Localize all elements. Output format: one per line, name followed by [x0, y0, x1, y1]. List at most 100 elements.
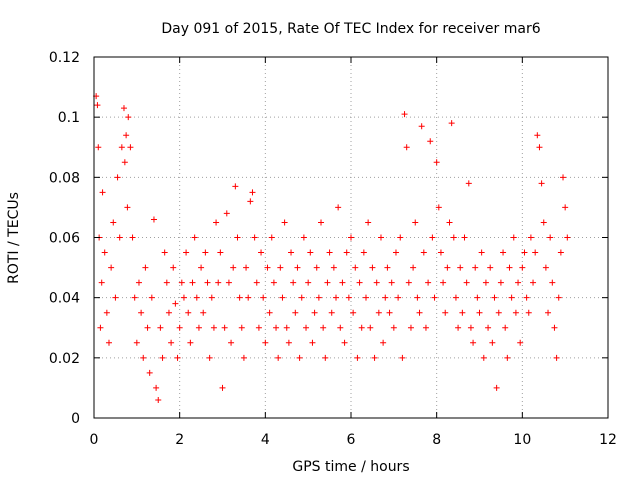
data-point [362, 294, 369, 301]
data-point [504, 354, 511, 361]
data-point [131, 294, 138, 301]
data-point [208, 294, 215, 301]
data-point [283, 324, 290, 331]
data-point [217, 249, 224, 256]
data-point [187, 339, 194, 346]
data-point [367, 324, 374, 331]
data-point [545, 309, 552, 316]
data-point [527, 234, 534, 241]
data-point [270, 279, 277, 286]
data-point [474, 294, 481, 301]
data-point [560, 174, 567, 181]
data-point [127, 144, 134, 151]
x-tick-label: 0 [90, 432, 99, 448]
data-point [292, 309, 299, 316]
data-point [392, 249, 399, 256]
y-tick-label: 0.02 [49, 351, 80, 367]
data-point [549, 279, 556, 286]
data-point [206, 354, 213, 361]
data-point [118, 144, 125, 151]
x-tick-label: 4 [261, 432, 270, 448]
data-point [98, 279, 105, 286]
data-point [422, 324, 429, 331]
data-point [294, 264, 301, 271]
data-point [260, 294, 267, 301]
data-point [146, 369, 153, 376]
data-point [431, 294, 438, 301]
data-point [388, 279, 395, 286]
data-point [380, 339, 387, 346]
data-point [157, 324, 164, 331]
data-point [204, 279, 211, 286]
data-point [497, 279, 504, 286]
data-point [281, 219, 288, 226]
data-point [307, 249, 314, 256]
data-point [97, 324, 104, 331]
data-point [491, 294, 498, 301]
data-point [382, 294, 389, 301]
y-tick-label: 0.12 [49, 50, 80, 66]
data-point [94, 102, 101, 109]
x-tick-label: 6 [347, 432, 356, 448]
data-point [232, 183, 239, 190]
data-point [320, 324, 327, 331]
data-point [461, 234, 468, 241]
y-tick-labels: 0 0.02 0.04 0.06 0.08 0.1 0.12 [49, 50, 80, 427]
data-point [542, 264, 549, 271]
data-point [243, 264, 250, 271]
data-point [315, 294, 322, 301]
data-point [121, 159, 128, 166]
data-point [489, 339, 496, 346]
data-point [163, 279, 170, 286]
data-point [395, 294, 402, 301]
data-point [296, 354, 303, 361]
data-point [472, 264, 479, 271]
data-point [225, 279, 232, 286]
data-point [240, 354, 247, 361]
data-point [390, 324, 397, 331]
data-point [350, 309, 357, 316]
x-axis-label: GPS time / hours [292, 459, 409, 475]
data-point [352, 264, 359, 271]
data-point [161, 249, 168, 256]
data-point [165, 309, 172, 316]
data-point [195, 324, 202, 331]
data-point [273, 324, 280, 331]
data-point [318, 219, 325, 226]
data-point [142, 264, 149, 271]
data-point [168, 339, 175, 346]
data-point [311, 309, 318, 316]
axis-ticks [93, 56, 609, 419]
data-point [455, 324, 462, 331]
data-point [442, 309, 449, 316]
data-point [112, 294, 119, 301]
data-point [337, 324, 344, 331]
data-point [534, 132, 541, 139]
data-point [170, 264, 177, 271]
data-point [275, 354, 282, 361]
data-point [99, 189, 106, 196]
data-point [341, 339, 348, 346]
data-point [399, 354, 406, 361]
data-point [547, 234, 554, 241]
data-point [536, 144, 543, 151]
data-point [373, 279, 380, 286]
data-point [348, 234, 354, 241]
data-point [500, 249, 507, 256]
x-tick-label: 2 [175, 432, 184, 448]
data-point [219, 384, 226, 391]
data-point [200, 309, 207, 316]
data-point [444, 264, 451, 271]
data-point [508, 294, 515, 301]
data-point [523, 294, 530, 301]
data-point [264, 264, 271, 271]
data-point [410, 264, 417, 271]
data-point [407, 324, 414, 331]
data-point [120, 105, 127, 112]
data-point [457, 264, 464, 271]
data-point [221, 324, 228, 331]
data-point [356, 279, 363, 286]
data-point [324, 279, 331, 286]
data-point [448, 120, 455, 127]
